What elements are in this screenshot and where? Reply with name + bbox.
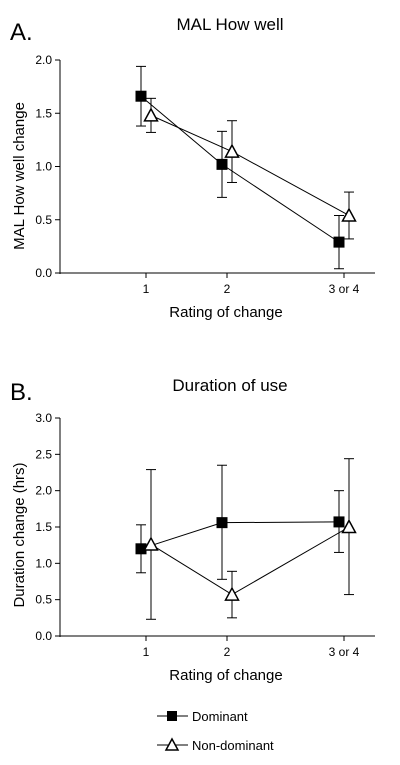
- series-dominant: [135, 65, 345, 270]
- x-tick-label: 2: [224, 645, 231, 659]
- panel-a: A. MAL How well MAL How well change Rati…: [10, 15, 375, 321]
- data-point-triangle: [341, 518, 357, 534]
- data-point-square: [333, 236, 345, 248]
- y-tick-label: 1.5: [35, 106, 52, 120]
- panel-b-y-axis-label: Duration change (hrs): [11, 462, 28, 607]
- y-tick-label: 0.5: [35, 213, 52, 227]
- y-tick-label: 0.0: [35, 629, 52, 643]
- data-point-triangle: [224, 143, 240, 158]
- data-point-square: [216, 158, 228, 170]
- y-tick-label: 1.0: [35, 160, 52, 174]
- legend: Dominant Non-dominant: [157, 709, 274, 753]
- series-dominant: [135, 464, 345, 580]
- data-point-triangle: [143, 536, 159, 551]
- series-non-dominant: [143, 458, 357, 620]
- panel-b-title: Duration of use: [172, 376, 287, 395]
- panel-a-title: MAL How well: [176, 15, 283, 34]
- data-point-triangle: [224, 586, 240, 601]
- x-tick-label: 3 or 4: [329, 645, 360, 659]
- y-tick-label: 2.0: [35, 484, 52, 498]
- panel-a-x-axis-label: Rating of change: [169, 304, 282, 321]
- y-tick-label: 1.5: [35, 520, 52, 534]
- x-tick-label: 3 or 4: [329, 282, 360, 296]
- series-non-dominant: [143, 97, 357, 240]
- data-point-square: [216, 517, 228, 529]
- data-point-triangle: [143, 107, 159, 122]
- y-tick-label: 0.5: [35, 593, 52, 607]
- legend-dominant-label: Dominant: [192, 709, 248, 724]
- panel-a-letter: A.: [10, 19, 33, 46]
- legend-non-dominant-label: Non-dominant: [192, 738, 274, 753]
- y-tick-label: 0.0: [35, 266, 52, 280]
- x-tick-label: 1: [143, 282, 150, 296]
- data-point-square: [135, 90, 147, 102]
- legend-dominant-marker: [167, 711, 177, 721]
- panel-a-y-axis-label: MAL How well change: [11, 102, 28, 250]
- legend-non-dominant-marker: [164, 737, 180, 751]
- panel-b-x-axis-label: Rating of change: [169, 667, 282, 684]
- y-tick-label: 3.0: [35, 411, 52, 425]
- series-line: [140, 95, 340, 243]
- legend-item-non-dominant: Non-dominant: [157, 737, 274, 753]
- series-line: [140, 521, 340, 550]
- data-point-square: [333, 516, 345, 528]
- data-point-square: [135, 543, 147, 555]
- data-point-triangle: [341, 207, 357, 222]
- panel-b: B. Duration of use Duration change (hrs)…: [10, 376, 375, 684]
- y-tick-label: 1.0: [35, 556, 52, 570]
- panel-b-letter: B.: [10, 379, 33, 406]
- y-tick-label: 2.0: [35, 53, 52, 67]
- y-tick-label: 2.5: [35, 447, 52, 461]
- series-line: [150, 114, 350, 216]
- x-tick-label: 1: [143, 645, 150, 659]
- x-tick-label: 2: [224, 282, 231, 296]
- legend-item-dominant: Dominant: [157, 709, 248, 724]
- series-line: [150, 526, 350, 596]
